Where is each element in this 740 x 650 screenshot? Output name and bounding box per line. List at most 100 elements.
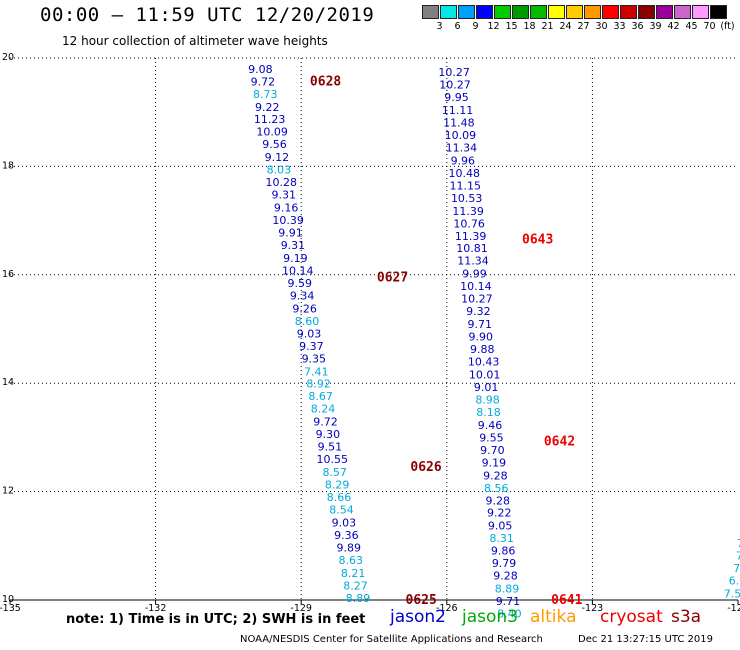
wave-height-label: 9.31: [281, 239, 306, 252]
scale-label: 42: [667, 21, 680, 32]
y-tick-label: 18: [2, 160, 14, 171]
scale-swatch: [530, 5, 547, 19]
wave-height-label: 8.29: [325, 479, 350, 492]
wave-height-label: 9.72: [251, 75, 276, 88]
wave-height-label: 9.19: [283, 252, 308, 265]
legend-jason3: jason3: [462, 607, 518, 627]
chart-title: 00:00 – 11:59 UTC 12/20/2019: [40, 4, 375, 26]
wave-height-label: 10.81: [456, 242, 488, 255]
scale-label: 3: [436, 21, 443, 32]
wave-height-label: 10.27: [439, 79, 471, 92]
pass-time-label: 0626: [410, 460, 441, 475]
wave-height-label: 9.91: [278, 227, 303, 240]
wave-height-label: 10.09: [256, 126, 288, 139]
scale-swatch: [638, 5, 655, 19]
wave-height-label: 10.76: [453, 217, 485, 230]
scale-label: 39: [649, 21, 662, 32]
wave-height-label: 10.39: [272, 214, 304, 227]
wave-height-label: 9.31: [271, 189, 296, 202]
scale-label: 9: [472, 21, 479, 32]
wave-height-label: 9.51: [318, 441, 343, 454]
legend-s3a: s3a: [671, 607, 702, 627]
wave-height-label: 11.34: [446, 141, 478, 154]
scale-label: 24: [559, 21, 572, 32]
wave-height-label: 11.48: [443, 116, 475, 129]
wave-height-label: 9.01: [474, 381, 499, 394]
wave-height-label: 9.22: [487, 507, 512, 520]
wave-height-label: 9.96: [451, 154, 476, 167]
pass-time-label: 0643: [522, 233, 553, 248]
legend-altika: altika: [530, 607, 577, 627]
wave-height-label: 8.18: [476, 406, 501, 419]
scale-swatch: [692, 5, 709, 19]
wave-height-label: 9.36: [334, 529, 359, 542]
x-tick-label: -135: [0, 603, 21, 614]
wave-height-label: 9.30: [316, 428, 341, 441]
footer-note: note: 1) Time is in UTC; 2) SWH is in fe…: [66, 612, 366, 627]
wave-height-label: 9.35: [302, 352, 327, 365]
wave-height-label: 9.79: [492, 557, 517, 570]
scale-label: 15: [505, 21, 518, 32]
wave-height-label: 9.55: [479, 431, 504, 444]
scale-swatch: [710, 5, 727, 19]
wave-height-label: 9.89: [337, 541, 362, 554]
wave-height-label: 9.90: [469, 331, 494, 344]
y-tick-label: 10: [2, 594, 14, 605]
scale-swatch: [512, 5, 529, 19]
wave-height-label: 7.50: [724, 587, 740, 600]
legend-jason2: jason2: [390, 607, 446, 627]
legend-cryosat: cryosat: [600, 607, 663, 627]
wave-height-label: 9.56: [262, 138, 287, 151]
wave-height-label: 10.27: [438, 66, 470, 79]
wave-height-label: 8.24: [311, 403, 336, 416]
wave-height-label: 9.28: [486, 494, 511, 507]
wave-height-label: 10.53: [451, 192, 483, 205]
wave-height-label: 10.14: [282, 264, 314, 277]
wave-height-label: 9.86: [491, 545, 516, 558]
wave-height-label: 10.28: [266, 176, 298, 189]
wave-height-label: 8.63: [338, 554, 363, 567]
footer-credit: NOAA/NESDIS Center for Satellite Applica…: [240, 634, 543, 645]
scale-label: 18: [523, 21, 536, 32]
scale-swatch: [566, 5, 583, 19]
wave-height-label: 8.03: [267, 164, 292, 177]
wave-height-label: 9.88: [470, 343, 495, 356]
scale-swatch: [620, 5, 637, 19]
wave-height-label: 8.73: [253, 88, 278, 101]
wave-height-label: 8.31: [489, 532, 514, 545]
pass-time-label: 0642: [544, 435, 575, 450]
y-tick-label: 14: [2, 377, 14, 388]
wave-height-label: 11.34: [457, 255, 489, 268]
wave-height-label: 9.28: [483, 469, 508, 482]
wave-height-label: 9.70: [480, 444, 505, 457]
pass-time-label: 0627: [377, 271, 408, 286]
scale-label: 12: [487, 21, 500, 32]
wave-height-label: 11.11: [442, 104, 474, 117]
wave-height-label: 8.56: [484, 482, 509, 495]
scale-swatch: [602, 5, 619, 19]
wave-height-label: 8.27: [343, 579, 368, 592]
wave-height-label: 7: [737, 537, 740, 550]
wave-height-label: 10.55: [317, 453, 349, 466]
wave-height-label: 9.99: [462, 268, 487, 281]
wave-height-label: 10.14: [460, 280, 492, 293]
scale-label: 36: [631, 21, 644, 32]
scale-swatch: [656, 5, 673, 19]
scale-label: 45: [685, 21, 698, 32]
wave-height-label: 6.9: [729, 574, 740, 587]
wave-height-label: 9.12: [265, 151, 290, 164]
wave-height-label: 9.71: [496, 595, 521, 608]
scale-label: 33: [613, 21, 626, 32]
wave-height-label: 9.26: [292, 302, 317, 315]
scale-swatch: [674, 5, 691, 19]
pass-time-label: 0625: [406, 593, 437, 608]
wave-height-label: 11.23: [254, 113, 286, 126]
wave-height-label: 7: [736, 550, 740, 563]
wave-height-label: 8.66: [327, 491, 352, 504]
wave-height-label: 8.57: [322, 466, 347, 479]
y-tick-label: 16: [2, 269, 14, 280]
wave-height-label: 8.40: [497, 608, 522, 621]
pass-time-label: 0628: [310, 74, 341, 89]
scale-swatch: [476, 5, 493, 19]
